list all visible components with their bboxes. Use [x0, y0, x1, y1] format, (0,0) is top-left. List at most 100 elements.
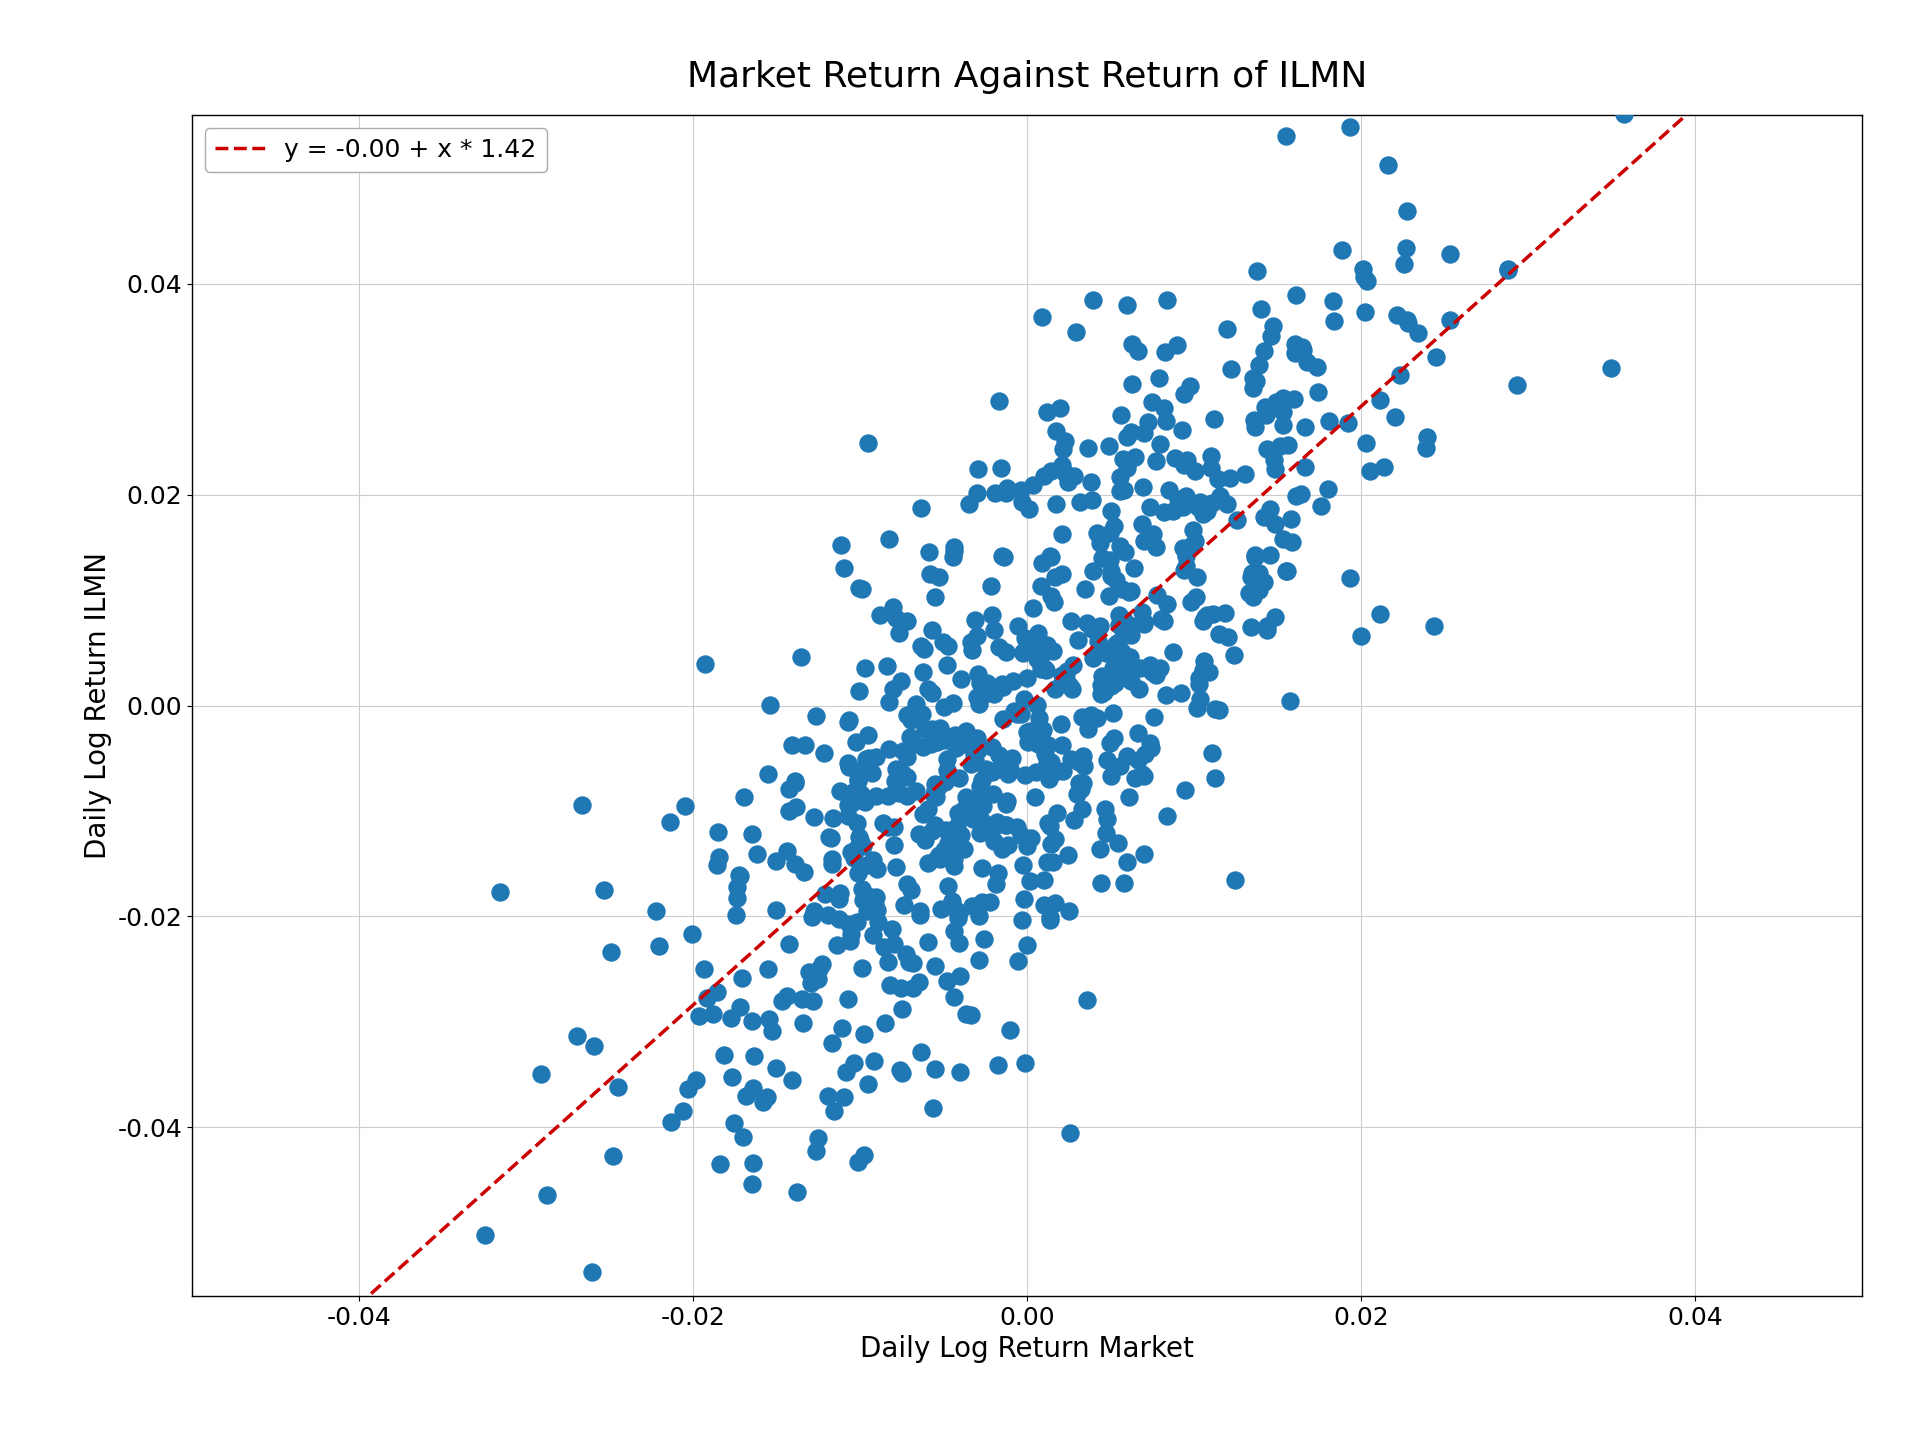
Point: [985, 636, 1016, 660]
Point: [874, 785, 904, 808]
Point: [1286, 1, 1317, 24]
Point: [1392, 199, 1423, 222]
Point: [1260, 513, 1290, 536]
Point: [801, 1140, 831, 1164]
Point: [1302, 356, 1332, 379]
Point: [829, 557, 860, 580]
Point: [1146, 608, 1177, 631]
Point: [860, 785, 891, 808]
Point: [1025, 575, 1056, 598]
Point: [987, 837, 1018, 860]
Point: [1171, 554, 1202, 577]
Point: [966, 890, 996, 913]
Point: [1129, 765, 1160, 788]
Point: [1033, 733, 1064, 756]
Point: [920, 586, 950, 609]
Point: [1056, 674, 1087, 697]
Point: [1365, 602, 1396, 625]
Point: [1046, 563, 1077, 586]
Point: [868, 812, 899, 835]
Point: [856, 762, 887, 785]
Point: [1008, 641, 1039, 664]
Point: [849, 657, 879, 680]
Point: [1066, 706, 1096, 729]
Point: [1267, 386, 1298, 409]
Point: [1018, 474, 1048, 497]
Point: [939, 540, 970, 563]
Point: [824, 887, 854, 910]
Point: [843, 768, 874, 791]
Point: [1258, 315, 1288, 338]
Point: [1104, 465, 1135, 488]
Point: [975, 603, 1006, 626]
Point: [1029, 868, 1060, 891]
Point: [1048, 760, 1079, 783]
Point: [1734, 86, 1764, 109]
Point: [1271, 125, 1302, 148]
Point: [1033, 638, 1064, 661]
Point: [1267, 527, 1298, 550]
Point: [862, 899, 893, 922]
Point: [780, 772, 810, 795]
Point: [1112, 426, 1142, 449]
Point: [1137, 736, 1167, 759]
Point: [947, 667, 977, 690]
Point: [1167, 495, 1198, 518]
Point: [1215, 357, 1246, 380]
Point: [851, 854, 881, 877]
Point: [924, 844, 954, 867]
Point: [972, 671, 1002, 694]
Point: [766, 1325, 797, 1348]
Point: [987, 675, 1018, 698]
Point: [1104, 755, 1135, 778]
Point: [1096, 765, 1127, 788]
Point: [906, 635, 937, 658]
Point: [816, 1031, 847, 1054]
Point: [1114, 785, 1144, 808]
Point: [1085, 683, 1116, 706]
Point: [1027, 552, 1058, 575]
Point: [1183, 566, 1213, 589]
Point: [816, 827, 847, 850]
Point: [835, 923, 866, 946]
Point: [1411, 426, 1442, 449]
Point: [937, 546, 968, 569]
Point: [1062, 321, 1092, 344]
Point: [716, 1066, 747, 1089]
Point: [1085, 871, 1116, 894]
Point: [588, 878, 618, 901]
Point: [1175, 590, 1206, 613]
Point: [843, 1151, 874, 1174]
Point: [682, 1068, 712, 1092]
Point: [1167, 537, 1198, 560]
Point: [870, 1011, 900, 1034]
Point: [843, 863, 874, 886]
Point: [1139, 523, 1169, 546]
Point: [991, 641, 1021, 664]
Point: [931, 654, 962, 677]
Point: [991, 481, 1021, 504]
Point: [828, 1017, 858, 1040]
Point: [837, 780, 868, 804]
Point: [1325, 52, 1356, 75]
Point: [906, 1040, 937, 1063]
Point: [1286, 482, 1317, 505]
Point: [1279, 387, 1309, 410]
Point: [532, 1184, 563, 1207]
Point: [918, 717, 948, 740]
Point: [831, 1061, 862, 1084]
Point: [885, 976, 916, 999]
Point: [958, 798, 989, 821]
Point: [1152, 288, 1183, 311]
Point: [1127, 763, 1158, 786]
Point: [728, 966, 758, 989]
Point: [1035, 544, 1066, 567]
Point: [998, 700, 1029, 723]
Point: [1046, 454, 1077, 477]
Point: [956, 1004, 987, 1027]
Point: [891, 785, 922, 808]
Point: [1236, 562, 1267, 585]
Point: [849, 888, 879, 912]
Point: [1492, 258, 1523, 281]
Point: [1119, 766, 1150, 789]
